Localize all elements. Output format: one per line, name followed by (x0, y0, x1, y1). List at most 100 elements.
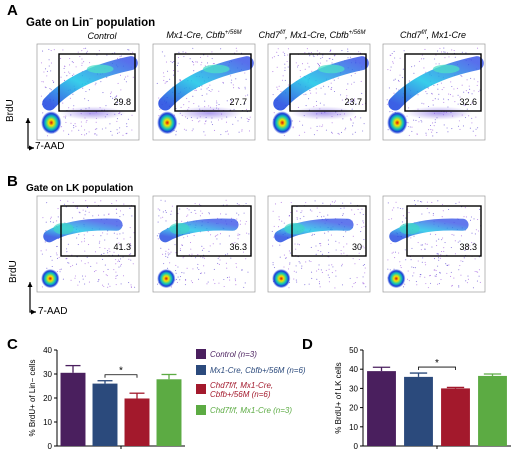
scatter-dot (216, 102, 218, 104)
scatter-dot (283, 134, 285, 137)
scatter-dot (304, 131, 306, 133)
scatter-dot (297, 106, 299, 109)
scatter-dot (234, 241, 236, 244)
plot-a1-title: Control (87, 31, 117, 41)
scatter-dot (363, 247, 365, 249)
scatter-dot (44, 68, 47, 70)
scatter-dot (132, 51, 134, 53)
scatter-dot (391, 252, 393, 254)
scatter-dot (183, 128, 185, 130)
scatter-dot (199, 56, 202, 58)
scatter-dot (203, 257, 206, 259)
scatter-dot (226, 130, 228, 132)
scatter-dot (316, 278, 318, 280)
scatter-dot (350, 101, 352, 103)
scatter-dot (235, 78, 237, 80)
scatter-dot (177, 62, 179, 64)
scatter-dot (362, 245, 364, 247)
scatter-dot (50, 49, 52, 52)
scatter-dot (248, 130, 251, 132)
scatter-dot (427, 287, 429, 289)
scatter-dot (321, 253, 323, 255)
scatter-dot (107, 286, 109, 288)
scatter-dot (408, 212, 410, 214)
scatter-dot (220, 48, 222, 50)
scatter-dot (347, 102, 349, 104)
scatter-dot (234, 278, 236, 280)
scatter-dot (413, 272, 415, 274)
scatter-dot (84, 98, 86, 100)
scatter-dot (450, 275, 452, 278)
scatter-dot (331, 62, 333, 64)
scatter-dot (334, 200, 337, 202)
scatter-dot (56, 257, 59, 260)
scatter-dot (288, 250, 290, 252)
scatter-dot (189, 58, 191, 60)
scatter-dot (460, 274, 462, 276)
scatter-dot (358, 258, 360, 261)
scatter-dot (106, 275, 108, 277)
scatter-dot (107, 230, 109, 232)
scatter-dot (420, 119, 422, 122)
scatter-dot (350, 202, 352, 204)
scatter-dot (116, 118, 119, 120)
scatter-dot (351, 99, 353, 101)
scatter-dot (335, 249, 337, 251)
scatter-dot (399, 261, 401, 263)
scatter-dot (316, 130, 318, 132)
scatter-dot (113, 269, 115, 271)
scatter-dot (84, 134, 86, 136)
scatter-dot (241, 129, 243, 131)
scatter-dot (193, 235, 195, 237)
scatter-dot (50, 221, 52, 223)
scatter-dot (245, 258, 247, 260)
scatter-dot (115, 200, 117, 202)
scatter-dot (129, 236, 131, 238)
scatter-dot (164, 82, 166, 84)
scatter-dot (340, 131, 343, 133)
scatter-dot (344, 129, 346, 131)
scatter-dot (311, 234, 313, 236)
scatter-dot (103, 252, 105, 255)
scatter-dot (335, 270, 337, 272)
flow-plot: 23.7 (267, 43, 371, 141)
scatter-dot (203, 131, 205, 133)
scatter-dot (331, 131, 333, 133)
scatter-dot (289, 252, 291, 254)
scatter-dot (437, 257, 440, 259)
scatter-dot (321, 125, 323, 128)
title-sup: +/56M (224, 30, 242, 36)
gate-percentage: 32.6 (459, 97, 477, 107)
scatter-dot (171, 62, 173, 64)
panel-d-letter: D (302, 336, 313, 353)
bar (92, 383, 118, 446)
scatter-dot (217, 258, 219, 260)
scatter-dot (156, 82, 158, 85)
scatter-dot (329, 51, 331, 53)
scatter-dot (471, 242, 473, 244)
scatter-dot (84, 214, 86, 216)
scatter-dot (469, 88, 471, 90)
scatter-dot (342, 202, 344, 204)
scatter-dot (226, 100, 228, 102)
scatter-dot (157, 238, 159, 240)
scatter-dot (444, 57, 446, 59)
scatter-dot (347, 83, 349, 85)
scatter-dot (458, 120, 460, 122)
scatter-dot (156, 235, 158, 237)
scatter-dot (362, 213, 364, 216)
scatter-dot (410, 259, 412, 261)
scatter-dot (387, 259, 389, 261)
scatter-dot (327, 214, 329, 216)
scatter-dot (156, 283, 159, 285)
scatter-dot (431, 201, 433, 204)
scatter-dot (419, 273, 421, 276)
scatter-dot (350, 119, 352, 121)
scatter-dot (357, 208, 359, 211)
scatter-dot (95, 82, 97, 84)
scatter-dot (413, 200, 416, 202)
scatter-dot (200, 88, 202, 90)
scatter-dot (404, 283, 406, 285)
scatter-dot (287, 268, 290, 270)
scatter-dot (273, 266, 276, 269)
